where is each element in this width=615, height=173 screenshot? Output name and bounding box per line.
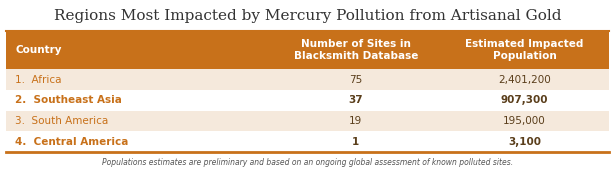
Text: 19: 19 (349, 116, 362, 126)
Text: 3.  South America: 3. South America (15, 116, 109, 126)
Text: 1: 1 (352, 137, 359, 147)
Text: Estimated Impacted
Population: Estimated Impacted Population (466, 39, 584, 61)
FancyBboxPatch shape (6, 69, 271, 90)
FancyBboxPatch shape (271, 131, 440, 152)
FancyBboxPatch shape (6, 131, 271, 152)
FancyBboxPatch shape (6, 90, 271, 111)
Text: 2,401,200: 2,401,200 (498, 75, 551, 85)
Text: 37: 37 (349, 95, 363, 105)
Text: Number of Sites in
Blacksmith Database: Number of Sites in Blacksmith Database (293, 39, 418, 61)
FancyBboxPatch shape (271, 31, 440, 69)
Text: Populations estimates are preliminary and based on an ongoing global assessment : Populations estimates are preliminary an… (102, 158, 513, 167)
Text: 195,000: 195,000 (503, 116, 546, 126)
FancyBboxPatch shape (440, 131, 609, 152)
FancyBboxPatch shape (6, 31, 271, 69)
Text: 907,300: 907,300 (501, 95, 548, 105)
Text: 1.  Africa: 1. Africa (15, 75, 62, 85)
Text: 3,100: 3,100 (508, 137, 541, 147)
FancyBboxPatch shape (440, 69, 609, 90)
FancyBboxPatch shape (6, 111, 271, 131)
Text: Country: Country (15, 45, 62, 55)
FancyBboxPatch shape (271, 69, 440, 90)
Text: 75: 75 (349, 75, 362, 85)
FancyBboxPatch shape (440, 31, 609, 69)
Text: Regions Most Impacted by Mercury Pollution from Artisanal Gold: Regions Most Impacted by Mercury Polluti… (54, 9, 561, 22)
FancyBboxPatch shape (271, 111, 440, 131)
FancyBboxPatch shape (440, 111, 609, 131)
Text: 2.  Southeast Asia: 2. Southeast Asia (15, 95, 122, 105)
FancyBboxPatch shape (271, 90, 440, 111)
Text: 4.  Central America: 4. Central America (15, 137, 129, 147)
FancyBboxPatch shape (440, 90, 609, 111)
